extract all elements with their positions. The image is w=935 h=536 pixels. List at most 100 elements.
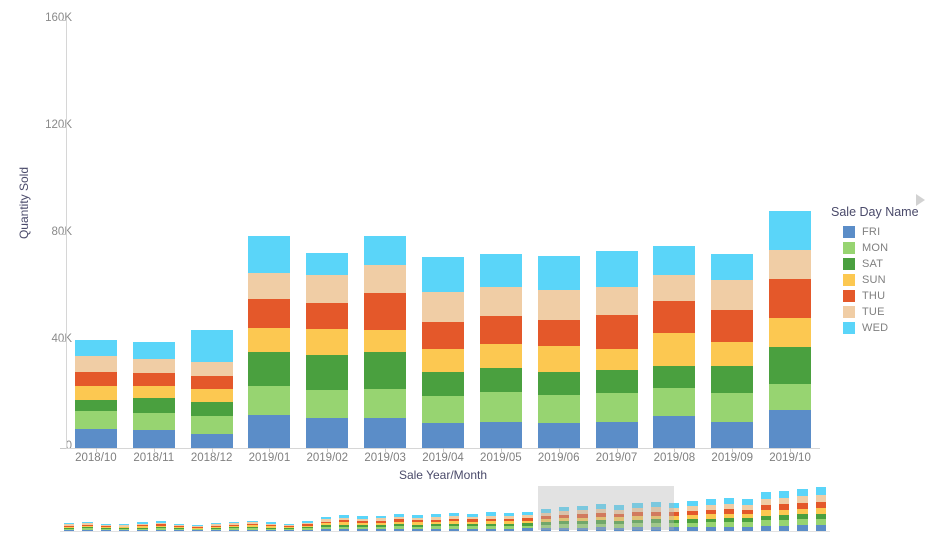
bar-segment-sat[interactable] [306, 354, 349, 390]
bar-segment-tue[interactable] [422, 292, 464, 323]
bar-column[interactable] [364, 235, 407, 448]
bar-segment-thu[interactable] [537, 319, 580, 346]
bar-segment-thu[interactable] [364, 293, 407, 330]
bar-segment-fri[interactable] [132, 430, 175, 448]
bar-segment-mon[interactable] [595, 393, 638, 423]
bar-segment-thu[interactable] [132, 372, 175, 386]
bar-segment-fri[interactable] [74, 429, 117, 448]
bar-segment-fri[interactable] [422, 423, 464, 448]
bar-segment-mon[interactable] [190, 416, 233, 435]
bar-segment-thu[interactable] [653, 301, 696, 334]
legend-item-sun[interactable]: SUN [831, 272, 935, 288]
bar-segment-tue[interactable] [306, 274, 349, 303]
bar-segment-sun[interactable] [422, 349, 464, 373]
legend-item-mon[interactable]: MON [831, 240, 935, 256]
legend-item-tue[interactable]: TUE [831, 304, 935, 320]
bar-segment-thu[interactable] [595, 314, 638, 350]
bar-segment-fri[interactable] [711, 422, 754, 448]
bar-segment-sun[interactable] [248, 327, 291, 352]
bar-column[interactable] [422, 256, 464, 448]
bar-segment-sat[interactable] [537, 371, 580, 396]
bar-segment-mon[interactable] [653, 388, 696, 416]
bar-segment-mon[interactable] [479, 392, 522, 423]
bar-segment-fri[interactable] [248, 415, 291, 448]
bar-segment-wed[interactable] [422, 256, 464, 293]
bar-column[interactable] [769, 210, 812, 448]
bar-segment-sun[interactable] [190, 388, 233, 402]
bar-segment-sun[interactable] [653, 333, 696, 367]
bar-segment-mon[interactable] [537, 395, 580, 423]
bar-segment-sat[interactable] [595, 369, 638, 394]
bar-segment-wed[interactable] [711, 254, 754, 280]
bar-column[interactable] [537, 255, 580, 448]
bar-segment-wed[interactable] [132, 341, 175, 359]
bar-segment-mon[interactable] [74, 410, 117, 430]
bar-segment-wed[interactable] [248, 236, 291, 273]
bar-column[interactable] [595, 250, 638, 448]
bar-column[interactable] [306, 252, 349, 448]
bar-segment-mon[interactable] [248, 385, 291, 416]
triangle-right-icon[interactable] [916, 194, 925, 206]
bar-segment-fri[interactable] [364, 418, 407, 448]
bar-segment-sat[interactable] [769, 347, 812, 385]
legend-item-thu[interactable]: THU [831, 288, 935, 304]
bar-segment-fri[interactable] [769, 409, 812, 448]
bar-segment-sun[interactable] [537, 345, 580, 372]
bar-column[interactable] [711, 254, 754, 448]
bar-segment-sun[interactable] [132, 385, 175, 398]
navigator-selection-window[interactable] [538, 486, 674, 530]
bar-column[interactable] [190, 329, 233, 448]
bar-segment-tue[interactable] [479, 287, 522, 317]
bar-segment-wed[interactable] [595, 250, 638, 288]
legend-item-fri[interactable]: FRI [831, 224, 935, 240]
bar-segment-tue[interactable] [537, 290, 580, 320]
bar-column[interactable] [132, 341, 175, 448]
bar-segment-tue[interactable] [595, 287, 638, 315]
bar-column[interactable] [479, 253, 522, 448]
bar-column[interactable] [74, 339, 117, 448]
bar-segment-wed[interactable] [190, 329, 233, 362]
bar-segment-wed[interactable] [74, 339, 117, 357]
bar-segment-wed[interactable] [769, 210, 812, 251]
bar-segment-tue[interactable] [248, 272, 291, 300]
bar-segment-tue[interactable] [132, 358, 175, 373]
bar-segment-tue[interactable] [364, 264, 407, 294]
bar-segment-sat[interactable] [132, 398, 175, 413]
legend-item-wed[interactable]: WED [831, 320, 935, 336]
bar-segment-thu[interactable] [190, 375, 233, 389]
bar-segment-sat[interactable] [74, 399, 117, 411]
bar-segment-thu[interactable] [248, 299, 291, 328]
bar-segment-fri[interactable] [479, 422, 522, 448]
bar-segment-sat[interactable] [711, 365, 754, 393]
bar-segment-sun[interactable] [74, 385, 117, 400]
legend-item-sat[interactable]: SAT [831, 256, 935, 272]
bar-segment-tue[interactable] [190, 361, 233, 376]
bar-segment-mon[interactable] [422, 395, 464, 424]
bar-segment-sat[interactable] [364, 352, 407, 389]
bar-segment-fri[interactable] [306, 418, 349, 448]
bar-segment-wed[interactable] [653, 246, 696, 275]
bar-segment-fri[interactable] [190, 434, 233, 448]
bar-segment-thu[interactable] [422, 322, 464, 350]
bar-segment-tue[interactable] [769, 250, 812, 280]
bar-segment-mon[interactable] [364, 388, 407, 419]
bar-segment-sat[interactable] [422, 372, 464, 396]
bar-segment-sat[interactable] [248, 351, 291, 386]
bar-segment-mon[interactable] [306, 389, 349, 419]
bar-segment-mon[interactable] [769, 384, 812, 410]
bar-segment-sun[interactable] [306, 329, 349, 355]
bar-segment-mon[interactable] [711, 392, 754, 423]
bar-segment-wed[interactable] [364, 235, 407, 265]
bar-segment-sat[interactable] [653, 366, 696, 389]
bar-segment-tue[interactable] [74, 356, 117, 373]
bar-segment-sun[interactable] [595, 349, 638, 370]
bar-segment-sat[interactable] [190, 401, 233, 417]
bar-segment-sun[interactable] [479, 343, 522, 369]
bar-segment-fri[interactable] [595, 422, 638, 448]
bar-segment-wed[interactable] [537, 255, 580, 291]
bar-segment-sat[interactable] [479, 368, 522, 393]
bar-segment-thu[interactable] [711, 309, 754, 342]
bar-column[interactable] [653, 246, 696, 448]
bar-segment-wed[interactable] [306, 252, 349, 275]
bar-segment-sun[interactable] [769, 318, 812, 348]
